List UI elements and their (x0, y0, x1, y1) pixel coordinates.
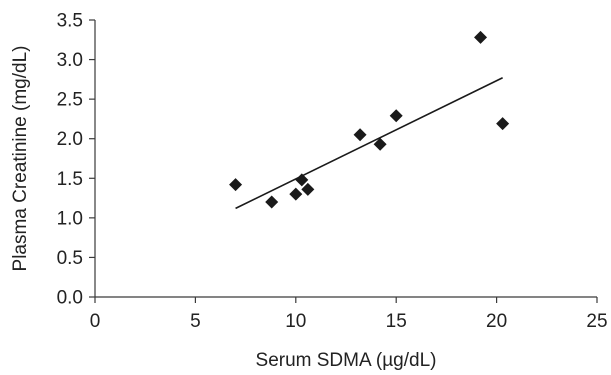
x-axis-title: Serum SDMA (µg/dL) (256, 350, 437, 371)
data-point (474, 30, 488, 44)
y-tick-label: 0.0 (57, 288, 83, 309)
y-tick-label: 3.5 (57, 11, 83, 32)
x-tick-label: 15 (386, 311, 407, 332)
y-tick-label: 0.5 (57, 248, 83, 269)
plot-area: 0.0 0.5 1.0 1.5 2.0 2.5 3.0 3.5 0 5 10 15 20 25 (57, 11, 608, 333)
data-point (229, 178, 243, 192)
data-point (301, 182, 315, 196)
x-tick-label: 5 (190, 311, 201, 332)
y-tick-label: 2.0 (57, 129, 83, 150)
y-axis-title: Plasma Creatinine (mg/dL) (10, 46, 31, 272)
x-tick-label: 25 (586, 311, 607, 332)
trendline (235, 77, 503, 210)
x-tick-label: 0 (90, 311, 101, 332)
x-tick-label: 10 (285, 311, 306, 332)
y-tick-label: 1.5 (57, 169, 83, 190)
data-point (289, 187, 303, 201)
data-point (265, 195, 279, 209)
data-point (389, 109, 403, 123)
data-point (373, 137, 387, 151)
y-tick-label: 1.0 (57, 208, 83, 229)
x-tick-label: 20 (486, 311, 507, 332)
y-tick-label: 3.0 (57, 50, 83, 71)
data-point (496, 117, 510, 131)
y-tick-label: 2.5 (57, 90, 83, 111)
data-point (353, 128, 367, 142)
data-point (295, 173, 309, 187)
